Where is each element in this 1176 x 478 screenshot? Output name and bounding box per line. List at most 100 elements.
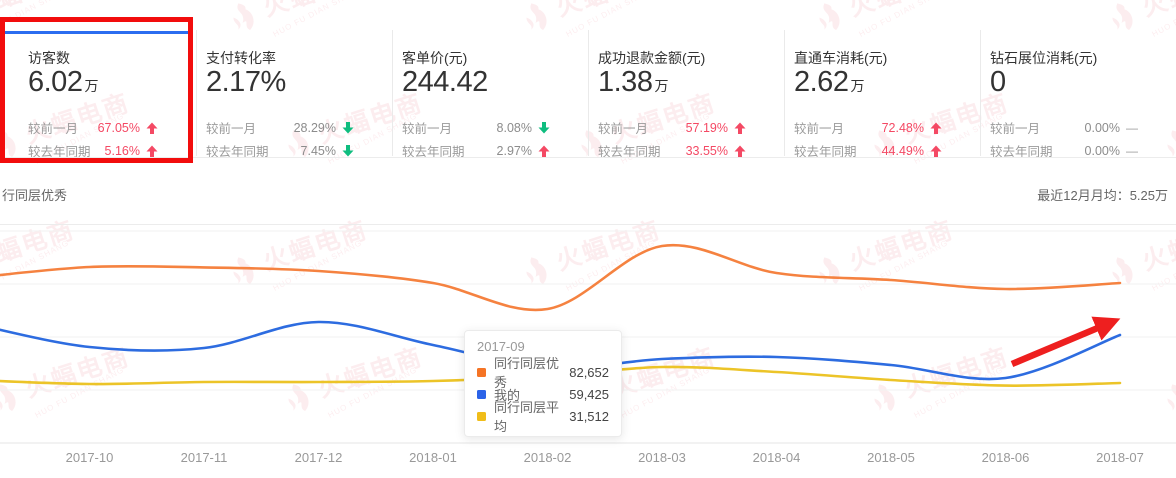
comparison-label: 较前一月 <box>794 122 845 136</box>
series-color-swatch <box>477 389 486 399</box>
metric-value: 6.02 万 <box>28 66 98 98</box>
tooltip-series-row: 我的 59,425 <box>477 383 609 405</box>
comparison-label: 较去年同期 <box>598 145 661 159</box>
x-axis-label: 2018-03 <box>638 450 686 465</box>
metric-value: 244.42 <box>402 66 488 98</box>
metric-title: 钻石展位消耗(元) <box>990 50 1098 66</box>
comparison-row: 较前一月 67.05% <box>28 116 158 139</box>
metric-card-diamond-spend[interactable]: 钻石展位消耗(元) 0 较前一月 0.00% — 较去年同期 0.00% — <box>980 0 1176 159</box>
chart-tooltip: 2017-09 同行同层优秀 82,652 我的 59,425 同行同层平均 31,512 <box>464 330 622 437</box>
comparison-label: 较前一月 <box>990 122 1041 136</box>
series-value: 31,512 <box>569 408 609 424</box>
comparison-row: 较前一月 57.19% <box>598 116 746 139</box>
series-color-swatch <box>477 411 486 421</box>
down-arrow-icon <box>538 121 550 134</box>
comparison-value: 2.97% <box>496 143 532 158</box>
section-divider <box>0 224 1176 225</box>
comparison-value: 44.49% <box>881 143 924 158</box>
metric-value: 2.62 万 <box>794 66 864 98</box>
x-axis-label: 2018-05 <box>867 450 915 465</box>
cards-bottom-divider <box>0 157 1176 158</box>
down-arrow-icon <box>342 121 354 134</box>
comparison-label: 较前一月 <box>28 122 79 136</box>
comparison-value: 0.00% <box>1084 120 1120 135</box>
comparison-row: 较去年同期 7.45% <box>206 139 354 162</box>
comparison-row: 较前一月 28.29% <box>206 116 354 139</box>
x-axis-label: 2018-01 <box>409 450 457 465</box>
up-arrow-icon <box>538 145 550 157</box>
comparison-value: 57.19% <box>685 120 728 135</box>
comparison-value: 8.08% <box>496 120 532 135</box>
comparison-row: 较前一月 72.48% <box>794 116 942 139</box>
line-series-同行同层优秀 <box>0 243 1122 312</box>
series-name: 同行同层平均 <box>494 400 560 434</box>
no-change-dash-icon: — <box>1126 143 1138 158</box>
comparison-value: 67.05% <box>97 120 140 135</box>
comparison-row: 较去年同期 44.49% <box>794 139 942 162</box>
x-axis-label: 2017-10 <box>66 450 114 465</box>
metric-title: 直通车消耗(元) <box>794 50 888 66</box>
x-axis-label: 2018-07 <box>1096 450 1144 465</box>
comparison-label: 较去年同期 <box>794 145 857 159</box>
metric-title: 支付转化率 <box>206 50 276 66</box>
tooltip-date: 2017-09 <box>477 339 525 354</box>
comparison-label: 较前一月 <box>206 122 257 136</box>
comparison-label: 较去年同期 <box>990 145 1053 159</box>
metric-card-ztc-spend[interactable]: 直通车消耗(元) 2.62 万 较前一月 72.48% 较去年同期 44.49% <box>784 0 980 159</box>
comparison-label: 较前一月 <box>598 122 649 136</box>
metric-cards: 访客数 6.02 万 较前一月 67.05% 较去年同期 5.16% 支付转化率 … <box>0 0 1176 159</box>
comparison-label: 较前一月 <box>402 122 453 136</box>
up-arrow-icon <box>734 122 746 134</box>
comparison-row: 较前一月 0.00% — <box>990 116 1138 139</box>
up-arrow-icon <box>146 145 158 157</box>
comparison-value: 7.45% <box>300 143 336 158</box>
red-arrow-annotation <box>1010 316 1121 367</box>
red-highlight-annotation <box>0 17 193 163</box>
comparison-value: 28.29% <box>293 120 336 135</box>
metric-title: 访客数 <box>28 50 70 66</box>
metric-value: 0 <box>990 66 1006 98</box>
up-arrow-icon <box>930 145 942 157</box>
x-axis-label: 2018-06 <box>982 450 1030 465</box>
up-arrow-icon <box>930 122 942 134</box>
series-color-swatch <box>477 367 486 377</box>
selected-card-indicator <box>2 31 188 34</box>
comparison-row: 较前一月 8.08% <box>402 116 550 139</box>
no-change-dash-icon: — <box>1126 120 1138 135</box>
comparison-label: 较去年同期 <box>28 145 91 159</box>
metric-card-pay-conversion-rate[interactable]: 支付转化率 2.17% 较前一月 28.29% 较去年同期 7.45% <box>196 0 392 159</box>
series-value: 59,425 <box>569 386 609 402</box>
metric-card-avg-order-value[interactable]: 客单价(元) 244.42 较前一月 8.08% 较去年同期 2.97% <box>392 0 588 159</box>
up-arrow-icon <box>734 145 746 157</box>
comparison-value: 0.00% <box>1084 143 1120 158</box>
comparison-value: 33.55% <box>685 143 728 158</box>
metric-value: 2.17% <box>206 66 286 98</box>
tooltip-series-row: 同行同层优秀 82,652 <box>477 356 609 390</box>
comparison-row: 较去年同期 0.00% — <box>990 139 1138 162</box>
comparison-row: 较去年同期 33.55% <box>598 139 746 162</box>
comparison-label: 较去年同期 <box>402 145 465 159</box>
metric-card-refund-amount[interactable]: 成功退款金额(元) 1.38 万 较前一月 57.19% 较去年同期 33.55% <box>588 0 784 159</box>
series-value: 82,652 <box>569 364 609 380</box>
metric-title: 成功退款金额(元) <box>598 50 706 66</box>
comparison-label: 较去年同期 <box>206 145 269 159</box>
tooltip-series-row: 同行同层平均 31,512 <box>477 400 609 434</box>
up-arrow-icon <box>146 122 158 134</box>
x-axis-label: 2018-02 <box>524 450 572 465</box>
x-axis-label: 2018-04 <box>753 450 801 465</box>
metric-title: 客单价(元) <box>402 50 468 66</box>
x-axis-label: 2017-12 <box>295 450 343 465</box>
comparison-value: 5.16% <box>104 143 140 158</box>
comparison-row: 较去年同期 5.16% <box>28 139 158 162</box>
series-name: 我的 <box>494 387 521 403</box>
x-axis-label: 2017-11 <box>181 450 228 465</box>
section-right-label: 最近12月月均：5.25万 <box>1037 188 1168 203</box>
comparison-value: 72.48% <box>881 120 924 135</box>
section-left-label: 行同层优秀 <box>2 188 68 203</box>
metric-value: 1.38 万 <box>598 66 668 98</box>
trend-line-chart[interactable]: 2017-09 2017-10 2017-11 2017-12 2018-01 2018-… <box>0 222 1176 478</box>
series-name: 同行同层优秀 <box>494 356 560 390</box>
down-arrow-icon <box>342 144 354 157</box>
metric-card-visitors[interactable]: 访客数 6.02 万 较前一月 67.05% 较去年同期 5.16% <box>0 0 196 159</box>
